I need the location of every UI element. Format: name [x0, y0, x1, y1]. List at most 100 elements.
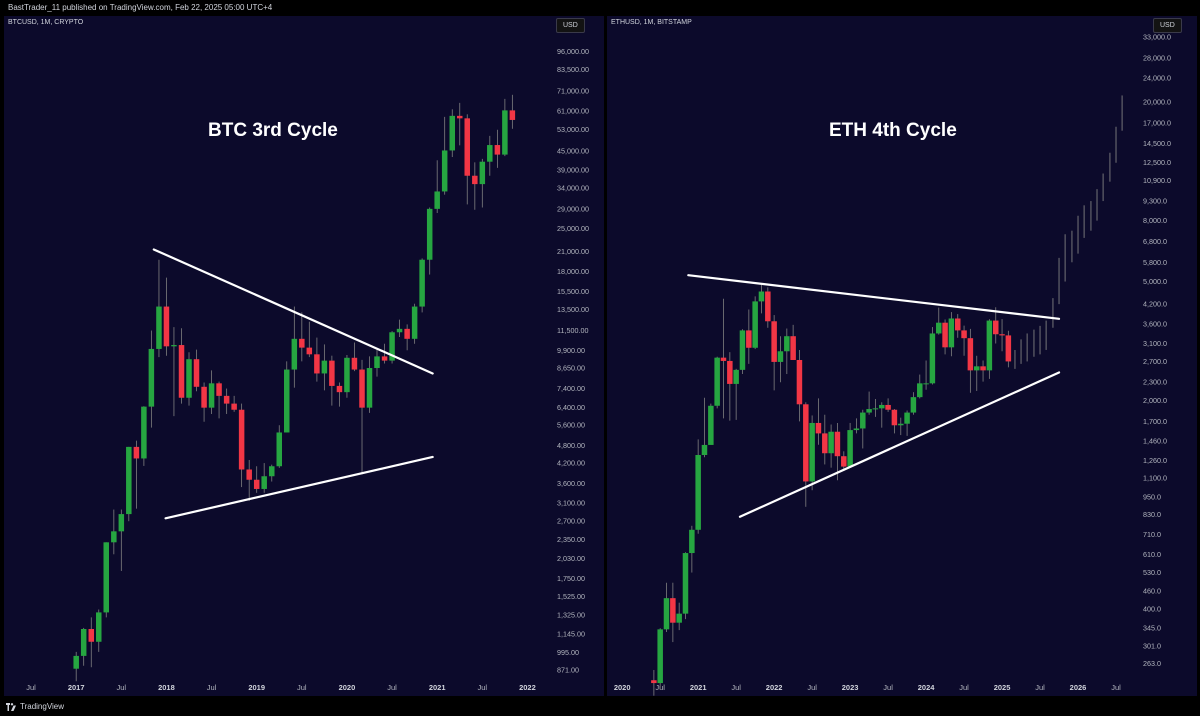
eth-currency-badge[interactable]: USD	[1153, 18, 1182, 33]
y-tick-label: 1,145.00	[557, 630, 585, 639]
eth-candle-body	[923, 383, 929, 385]
btc-candle-body	[201, 386, 207, 408]
y-tick-label: 9,900.00	[557, 346, 585, 355]
eth-candle-body	[657, 629, 663, 684]
y-tick-label: 4,800.00	[557, 441, 585, 450]
x-tick-label: 2020	[614, 683, 631, 692]
btc-candle-body	[299, 338, 305, 348]
eth-candle-body	[739, 330, 746, 370]
eth-candle-body	[986, 320, 993, 371]
y-tick-label: 460.0	[1143, 586, 1161, 595]
eth-candle-body	[701, 444, 708, 456]
eth-candle-body	[967, 338, 974, 371]
y-tick-label: 3,600.00	[557, 479, 585, 488]
eth-symbol-label[interactable]: ETHUSD, 1M, BITSTAMP	[611, 19, 692, 26]
y-tick-label: 5,600.00	[557, 421, 585, 430]
y-tick-label: 1,525.00	[557, 592, 585, 601]
x-tick-label: 2026	[1070, 683, 1087, 692]
y-tick-label: 2,030.00	[557, 554, 585, 563]
btc-candle-body	[141, 406, 147, 459]
btc-upper-trendline	[152, 248, 434, 375]
btc-candle-body	[396, 328, 403, 333]
x-tick-label: Jul	[1035, 683, 1045, 692]
y-tick-label: 2,300.0	[1143, 378, 1167, 387]
eth-candle-body	[948, 318, 955, 348]
eth-candle-body	[980, 366, 986, 371]
btc-candle-body	[223, 395, 230, 404]
y-tick-label: 12,500.0	[1143, 158, 1171, 167]
y-tick-label: 2,700.00	[557, 517, 585, 526]
y-tick-label: 28,000.0	[1143, 54, 1171, 63]
eth-chart-panel[interactable]: 33,000.0 28,000.0 24,000.0 20,000.0 17,000.0…	[607, 16, 1197, 696]
y-tick-label: 1,750.00	[557, 574, 585, 583]
btc-cycle-title: BTC 3rd Cycle	[208, 120, 338, 141]
btc-symbol-label[interactable]: BTCUSD, 1M, CRYPTO	[8, 19, 84, 26]
btc-chart-svg[interactable]: 96,000.00 83,500.00 71,000.00 61,000.00 53,0…	[4, 16, 604, 696]
x-tick-label: 2025	[994, 683, 1011, 692]
btc-candle-body	[163, 306, 170, 347]
eth-candle-body	[860, 412, 866, 429]
y-tick-label: 710.0	[1143, 530, 1161, 539]
footer: TradingView	[0, 698, 1200, 716]
tradingview-logo-icon[interactable]	[6, 703, 16, 711]
y-tick-label: 15,500.00	[557, 287, 589, 296]
x-tick-label: 2017	[68, 683, 85, 692]
eth-candle-body	[676, 613, 682, 623]
y-tick-label: 263.0	[1143, 659, 1161, 668]
y-tick-label: 2,000.0	[1143, 396, 1167, 405]
btc-candle-body	[80, 629, 87, 656]
eth-candle-body	[891, 409, 898, 426]
y-tick-label: 6,400.00	[557, 403, 585, 412]
eth-candle-body	[828, 431, 834, 454]
y-tick-label: 400.0	[1143, 605, 1161, 614]
eth-candle-body	[790, 336, 796, 360]
btc-candle-body	[88, 629, 95, 642]
btc-candle-body	[404, 328, 410, 339]
btc-candle-body	[426, 208, 433, 260]
y-tick-label: 71,000.00	[557, 87, 589, 96]
btc-candle-body	[494, 145, 501, 155]
eth-chart-svg[interactable]: 33,000.0 28,000.0 24,000.0 20,000.0 17,000.0…	[607, 16, 1197, 696]
eth-candle-body	[765, 291, 771, 322]
brand-label[interactable]: TradingView	[20, 702, 65, 711]
eth-candle-body	[733, 369, 739, 384]
y-tick-label: 3,100.00	[557, 499, 585, 508]
x-tick-label: Jul	[117, 683, 127, 692]
btc-candle-body	[148, 348, 155, 407]
btc-candle-body	[502, 110, 508, 155]
x-tick-label: Jul	[478, 683, 488, 692]
y-tick-label: 6,800.0	[1143, 237, 1167, 246]
y-tick-label: 25,000.00	[557, 224, 589, 233]
y-tick-label: 14,500.0	[1143, 139, 1171, 148]
btc-candle-body	[291, 338, 298, 370]
eth-candle-body	[904, 412, 910, 424]
y-tick-label: 530.0	[1143, 568, 1161, 577]
btc-candle-body	[208, 383, 215, 408]
eth-candle-body	[847, 430, 853, 467]
btc-candle-body	[269, 466, 275, 477]
y-tick-label: 33,000.0	[1143, 32, 1171, 41]
y-tick-label: 3,600.0	[1143, 320, 1167, 329]
eth-candle-body	[1005, 335, 1012, 362]
y-tick-label: 8,000.0	[1143, 216, 1167, 225]
eth-candle-body	[708, 405, 714, 445]
y-tick-label: 9,300.0	[1143, 197, 1167, 206]
y-tick-label: 871.00	[557, 666, 579, 675]
btc-chart-panel[interactable]: 96,000.00 83,500.00 71,000.00 61,000.00 53,0…	[4, 16, 604, 696]
eth-candle-body	[670, 598, 676, 623]
btc-currency-badge[interactable]: USD	[556, 18, 585, 33]
eth-candle-body	[974, 366, 980, 371]
btc-candle-body	[321, 360, 328, 374]
eth-candle-body	[898, 423, 904, 426]
btc-candle-body	[336, 385, 343, 393]
y-tick-label: 5,000.0	[1143, 277, 1167, 286]
y-tick-label: 34,000.00	[557, 183, 589, 192]
eth-candle-body	[834, 431, 841, 457]
btc-candle-body	[261, 476, 267, 489]
eth-candle-body	[942, 322, 948, 348]
btc-candle-body	[306, 347, 313, 355]
x-tick-label: Jul	[387, 683, 397, 692]
eth-candle-body	[752, 301, 758, 348]
eth-candle-body	[992, 320, 999, 335]
y-tick-label: 8,650.00	[557, 364, 585, 373]
